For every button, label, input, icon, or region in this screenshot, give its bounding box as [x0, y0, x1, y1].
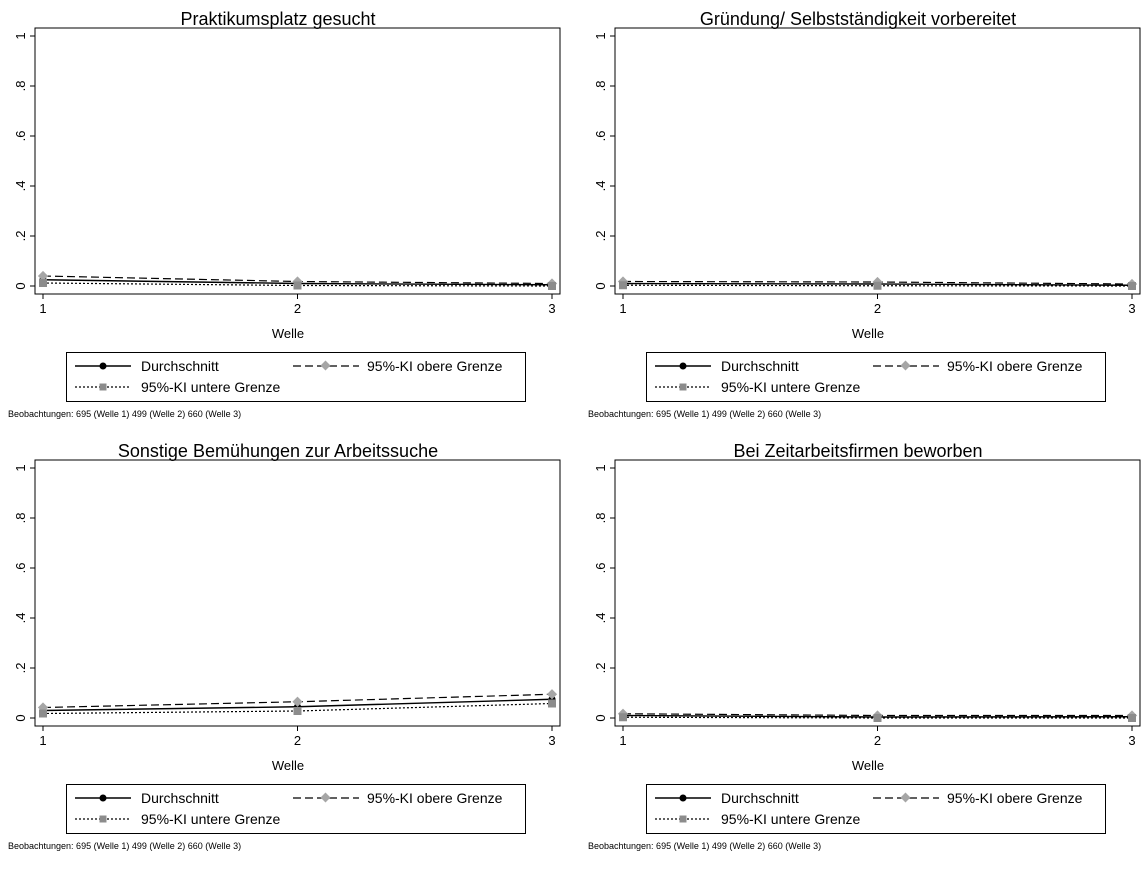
lower-ci-point: [619, 713, 627, 722]
chart-panel: Sonstige Bemühungen zur Arbeitssuche 0 .2…: [0, 440, 561, 870]
y-tick-label: .2: [13, 231, 28, 242]
y-tick-label: .2: [13, 663, 28, 674]
y-tick-label: .8: [13, 513, 28, 524]
y-tick-label: .2: [593, 231, 608, 242]
legend: Durchschnitt 95%-KI obere Grenze 95%-KI …: [66, 784, 526, 834]
chart-title: Sonstige Bemühungen zur Arbeitssuche: [117, 441, 439, 461]
legend-label: 95%-KI untere Grenze: [141, 379, 281, 395]
x-tick-label: 3: [1128, 733, 1135, 748]
y-tick-label: 0: [13, 282, 28, 289]
x-tick-label: 2: [874, 733, 881, 748]
plot-area: 0 .2 .4 .6 .8 1 1 2 3: [593, 27, 1141, 316]
upper-ci-point: [292, 696, 303, 707]
y-tick-label: .6: [593, 131, 608, 142]
upper-ci-point: [546, 689, 558, 700]
x-tick-label: 2: [294, 733, 301, 748]
y-tick-label: .6: [593, 563, 608, 574]
lower-ci-point: [873, 714, 882, 722]
legend-label: 95%-KI untere Grenze: [721, 811, 861, 827]
chart-panel: Gründung/ Selbstständigkeit vorbereitet …: [580, 8, 1141, 438]
y-tick-label: .8: [593, 81, 608, 92]
legend: Durchschnitt 95%-KI obere Grenze 95%-KI …: [66, 352, 526, 402]
x-axis-label: Welle: [271, 758, 305, 773]
plot-area: 0 .2 .4 .6 .8 1 1 2 3: [13, 459, 561, 748]
x-tick-label: 1: [39, 301, 46, 316]
y-tick-label: .8: [593, 513, 608, 524]
x-tick-label: 1: [619, 733, 626, 748]
lower-ci-point: [873, 281, 882, 290]
observation-note: Beobachtungen: 695 (Welle 1) 499 (Welle …: [588, 409, 822, 419]
y-tick-label: .8: [13, 81, 28, 92]
plot-frame: [614, 459, 1141, 727]
x-tick-label: 3: [548, 733, 555, 748]
y-tick-label: .6: [13, 131, 28, 142]
lower-ci-point: [1128, 282, 1136, 290]
x-axis-label: Welle: [271, 326, 305, 341]
lower-ci-point: [548, 699, 556, 708]
legend-label: Durchschnitt: [141, 790, 219, 806]
legend-label: Durchschnitt: [721, 790, 799, 806]
y-tick-label: 1: [13, 32, 28, 39]
x-axis-label: Welle: [851, 758, 885, 773]
y-tick-label: .4: [593, 613, 608, 624]
x-axis-label: Welle: [851, 326, 885, 341]
y-tick-label: 0: [593, 714, 608, 721]
observation-note: Beobachtungen: 695 (Welle 1) 499 (Welle …: [588, 841, 822, 851]
legend-label: 95%-KI obere Grenze: [947, 358, 1083, 374]
observation-note: Beobachtungen: 695 (Welle 1) 499 (Welle …: [8, 409, 242, 419]
plot-area: 0 .2 .4 .6 .8 1 1 2 3: [593, 459, 1141, 748]
legend-label: 95%-KI untere Grenze: [141, 811, 281, 827]
x-tick-label: 2: [294, 301, 301, 316]
lower-ci-line: [42, 282, 553, 287]
lower-ci-point: [293, 707, 302, 715]
plot-area: 0 .2 .4 .6 .8 1 1 2 3: [13, 27, 561, 316]
y-tick-label: 1: [593, 32, 608, 39]
legend: Durchschnitt 95%-KI obere Grenze 95%-KI …: [646, 352, 1106, 402]
lower-ci-point: [548, 282, 556, 290]
chart-panel: Praktikumsplatz gesucht 0 .2 .4 .6 .8 1 1 2 3 We…: [0, 8, 561, 438]
lower-ci-point: [619, 281, 627, 290]
observation-note: Beobachtungen: 695 (Welle 1) 499 (Welle …: [8, 841, 242, 851]
y-tick-label: .4: [13, 181, 28, 192]
y-tick-label: .4: [13, 613, 28, 624]
lower-ci-line: [622, 716, 1132, 719]
y-tick-label: 0: [13, 714, 28, 721]
plot-frame: [34, 459, 561, 727]
y-tick-label: 1: [13, 464, 28, 471]
y-tick-label: .6: [13, 563, 28, 574]
legend: Durchschnitt 95%-KI obere Grenze 95%-KI …: [646, 784, 1106, 834]
lower-ci-line: [622, 284, 1133, 287]
x-tick-label: 3: [1128, 301, 1135, 316]
y-tick-label: .2: [593, 663, 608, 674]
lower-ci-point: [39, 279, 47, 287]
plot-frame: [34, 27, 561, 295]
x-tick-label: 1: [619, 301, 626, 316]
legend-label: Durchschnitt: [721, 358, 799, 374]
y-tick-label: 1: [593, 464, 608, 471]
legend-label: 95%-KI untere Grenze: [721, 379, 861, 395]
plot-frame: [614, 27, 1141, 295]
lower-ci-line: [42, 702, 553, 715]
y-tick-label: 0: [593, 282, 608, 289]
chart-title: Gründung/ Selbstständigkeit vorbereitet: [699, 9, 1017, 29]
x-tick-label: 2: [874, 301, 881, 316]
y-tick-label: .4: [593, 181, 608, 192]
chart-title: Praktikumsplatz gesucht: [180, 9, 376, 29]
lower-ci-point: [293, 281, 302, 290]
x-tick-label: 1: [39, 733, 46, 748]
chart-panel: Bei Zeitarbeitsfirmen beworben 0 .2 .4 .6 .8…: [580, 440, 1141, 870]
lower-ci-point: [1128, 714, 1136, 722]
x-tick-label: 3: [548, 301, 555, 316]
legend-label: 95%-KI obere Grenze: [367, 358, 503, 374]
legend-label: Durchschnitt: [141, 358, 219, 374]
lower-ci-point: [39, 709, 47, 718]
legend-label: 95%-KI obere Grenze: [367, 790, 503, 806]
chart-title: Bei Zeitarbeitsfirmen beworben: [733, 441, 983, 461]
legend-label: 95%-KI obere Grenze: [947, 790, 1083, 806]
